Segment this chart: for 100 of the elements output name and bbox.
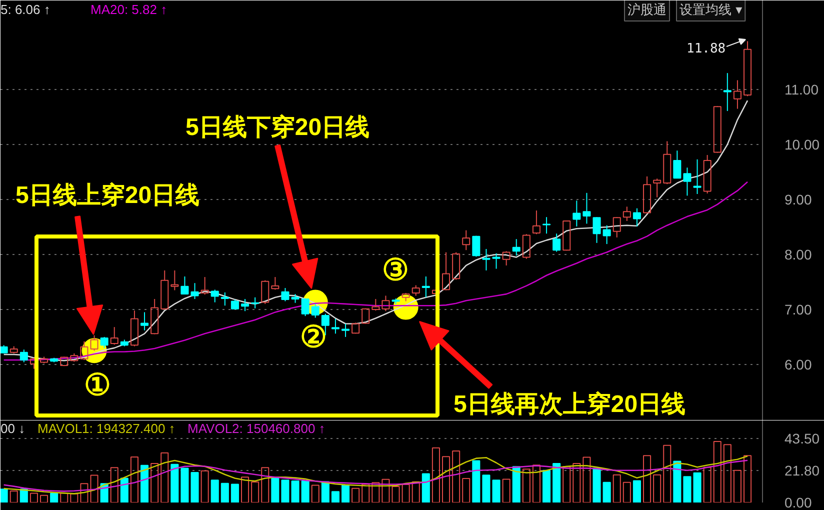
bar — [713, 441, 722, 502]
candlestick — [502, 250, 510, 266]
annotation: 5: 6.06 ↑ — [0, 2, 50, 17]
bar — [150, 462, 159, 502]
annotation: 5日线再次上穿20日线 — [454, 391, 686, 418]
bar — [382, 478, 390, 502]
bar — [552, 462, 561, 502]
bar — [352, 488, 360, 502]
candlestick — [622, 206, 631, 222]
candlestick — [733, 80, 742, 110]
bar — [251, 482, 260, 502]
candlestick — [342, 323, 350, 338]
bar — [392, 486, 400, 502]
y-tick-label: 10.00 — [784, 136, 820, 153]
bar — [502, 478, 510, 502]
bar — [512, 466, 520, 502]
annotation: MA20: 5.82 ↑ — [90, 2, 168, 17]
bar — [281, 480, 290, 502]
bar — [673, 460, 682, 502]
candlestick — [462, 230, 470, 251]
bar — [733, 470, 742, 502]
bar — [522, 468, 530, 502]
bar — [703, 466, 712, 502]
bar — [412, 481, 420, 502]
candlestick — [190, 282, 199, 300]
bar — [190, 472, 199, 502]
bar — [160, 452, 169, 502]
candlestick — [331, 318, 340, 334]
bar — [331, 491, 340, 502]
bar — [60, 492, 68, 502]
bar — [472, 460, 480, 502]
candlestick — [542, 216, 551, 234]
bar — [130, 456, 138, 502]
bar — [653, 474, 662, 502]
bar — [372, 482, 380, 502]
bar — [663, 444, 672, 502]
bar — [220, 482, 229, 502]
bar — [261, 467, 270, 502]
bar — [271, 478, 280, 502]
bar — [170, 464, 179, 502]
candlestick — [130, 310, 138, 347]
annotation: 5日线上穿20日线 — [16, 182, 200, 209]
bar — [70, 493, 78, 502]
bar — [452, 450, 460, 502]
candlestick — [683, 167, 692, 196]
candlestick — [291, 294, 300, 304]
bar — [592, 468, 601, 502]
y-tick-label: 43.50 — [784, 430, 820, 446]
candlestick — [140, 312, 149, 331]
bar — [622, 482, 631, 502]
bar — [432, 447, 440, 502]
annotation: ③ — [382, 254, 409, 287]
bar — [291, 480, 300, 502]
candlestick — [422, 276, 430, 298]
annotation: 沪股通 — [628, 2, 666, 18]
candlestick — [251, 296, 260, 309]
y-tick-label: 0.00 — [784, 494, 812, 510]
annotation: ② — [300, 321, 327, 354]
candlestick — [572, 200, 581, 227]
annotation: MAVOL1: 194327.400 ↑ — [38, 421, 176, 436]
y-tick-label: 11.00 — [784, 82, 819, 98]
bar — [50, 492, 58, 502]
annotation: 设置均线 ▾ — [680, 3, 743, 18]
bar — [230, 484, 239, 502]
bar — [80, 483, 88, 502]
bar — [532, 464, 540, 502]
y-tick-label: 21.80 — [784, 462, 820, 478]
bar — [612, 474, 621, 502]
bar — [602, 482, 611, 502]
bar — [422, 473, 430, 502]
y-tick-label: 6.00 — [784, 356, 812, 372]
bar — [40, 494, 48, 502]
bar — [572, 462, 581, 502]
bar — [643, 455, 652, 502]
bar — [492, 480, 500, 502]
bar — [90, 474, 98, 502]
bar — [693, 472, 702, 502]
bar — [683, 476, 692, 502]
annotation: 11.88 — [686, 42, 726, 56]
bar — [723, 444, 732, 502]
bar — [180, 468, 189, 502]
annotation: 5日线下穿20日线 — [186, 114, 370, 141]
bar — [482, 474, 490, 502]
bar — [402, 484, 410, 502]
bar — [30, 492, 38, 502]
bar — [10, 490, 18, 502]
annotation: ① — [84, 369, 111, 402]
bar — [311, 484, 320, 502]
bar — [301, 480, 310, 502]
bar — [562, 466, 571, 502]
bar — [342, 484, 350, 502]
bar — [321, 481, 330, 502]
bar — [362, 484, 370, 502]
y-tick-label: 8.00 — [784, 246, 812, 262]
y-tick-label: 7.00 — [784, 301, 812, 318]
bar — [120, 478, 128, 502]
candlestick — [482, 248, 490, 271]
bar — [140, 464, 149, 502]
bar — [0, 488, 8, 502]
y-tick-label: 9.00 — [784, 192, 812, 208]
